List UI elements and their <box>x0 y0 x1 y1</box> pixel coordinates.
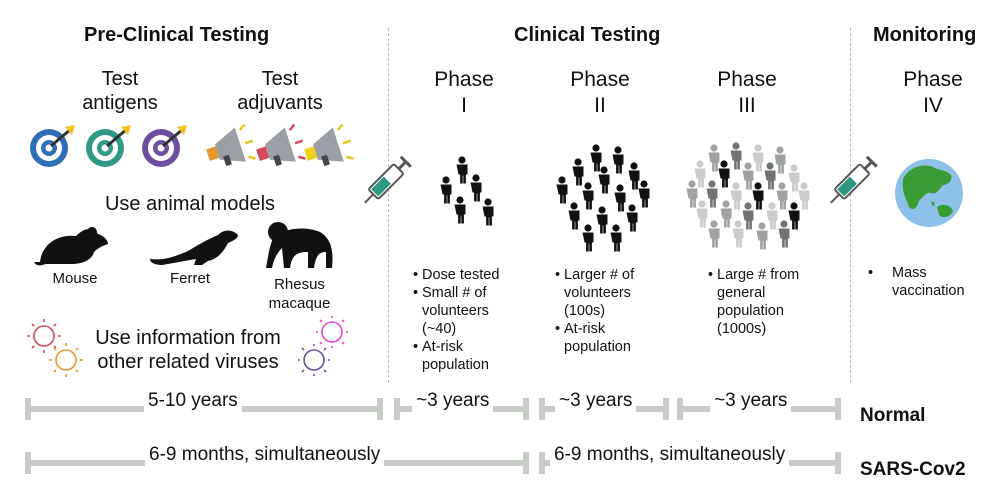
person-figure <box>556 176 568 204</box>
related-viruses-left-icon <box>27 319 83 377</box>
person-figure <box>742 202 754 230</box>
person-figure <box>482 198 494 226</box>
rhesus-macaque-label: Rhesus macaque <box>268 276 331 312</box>
person-figure <box>776 182 788 210</box>
normal-phase-3-duration: ~3 years <box>710 390 792 412</box>
related-viruses-label: Use information from other related viruse… <box>95 327 281 373</box>
person-figure <box>590 144 602 172</box>
phase-4-bullets: Mass vaccination <box>868 264 988 300</box>
phase-1-bullet: Dose tested <box>413 266 523 284</box>
person-figure <box>720 200 732 228</box>
person-figure <box>742 162 754 190</box>
phase-1-bullet: Small # of volunteers (~40) <box>413 284 523 338</box>
person-figure <box>752 144 764 172</box>
person-figure <box>456 156 468 184</box>
related-viruses-right-icon <box>298 316 348 376</box>
sars-preclinical-phase1-duration: 6-9 months, simultaneously <box>145 444 385 466</box>
globe-icon <box>895 159 963 227</box>
phase-4-bullet: Mass vaccination <box>868 264 988 300</box>
person-figure <box>718 160 730 188</box>
person-figure <box>568 202 580 230</box>
mouse-label: Mouse <box>52 270 98 287</box>
person-figure <box>732 220 744 248</box>
test-antigens-label: Test antigens <box>82 68 158 114</box>
person-figure <box>730 182 742 210</box>
phase-2-bullets: Larger # of volunteers (100s) At-risk po… <box>555 266 665 356</box>
person-figure <box>582 182 594 210</box>
person-figure <box>694 160 706 188</box>
person-figure <box>788 202 800 230</box>
sars-phase2-phase3-duration: 6-9 months, simultaneously <box>550 444 790 466</box>
syringe-icon-2 <box>830 155 878 204</box>
phase-2-bullet: Larger # of volunteers (100s) <box>555 266 665 320</box>
phase-3-bullets: Large # from general population (1000s) <box>708 266 818 338</box>
person-figure <box>626 204 638 232</box>
animal-models-label: Use animal models <box>104 193 276 215</box>
person-figure <box>470 174 482 202</box>
phase-3-bullet: Large # from general population (1000s) <box>708 266 818 338</box>
phase-3-label: Phase III <box>717 68 777 117</box>
phase-2-bullet: At-risk population <box>555 320 665 356</box>
person-figure <box>454 196 466 224</box>
person-figure <box>686 180 698 208</box>
sars-row-label: SARS-Cov2 <box>860 459 966 480</box>
test-adjuvants-label: Test adjuvants <box>237 68 323 114</box>
person-figure <box>598 166 610 194</box>
person-figure <box>628 162 640 190</box>
normal-row-label: Normal <box>860 405 926 426</box>
person-figure <box>756 222 768 250</box>
phase-3-people-icon <box>686 142 810 250</box>
phase-1-bullets: Dose tested Small # of volunteers (~40) … <box>413 266 523 374</box>
person-figure <box>706 180 718 208</box>
person-figure <box>730 142 742 170</box>
phase-1-label: Phase I <box>434 68 494 117</box>
ferret-icon <box>150 230 238 265</box>
person-figure <box>612 146 624 174</box>
mouse-icon <box>34 227 108 266</box>
syringe-icon <box>364 155 412 204</box>
phase-1-people-icon <box>440 156 494 226</box>
person-figure <box>764 162 776 190</box>
divider-preclinical-clinical <box>388 28 389 383</box>
person-figure <box>572 158 584 186</box>
phase-1-bullet: At-risk population <box>413 338 523 374</box>
normal-preclinical-duration: 5-10 years <box>144 390 242 412</box>
monitoring-title: Monitoring <box>873 24 977 46</box>
person-figure <box>596 206 608 234</box>
person-figure <box>708 144 720 172</box>
phase-4-label: Phase IV <box>903 68 963 117</box>
person-figure <box>610 224 622 252</box>
person-figure <box>798 182 810 210</box>
phase-2-people-icon <box>556 144 650 252</box>
normal-phase-2-duration: ~3 years <box>555 390 637 412</box>
person-figure <box>766 202 778 230</box>
person-figure <box>788 164 800 192</box>
adjuvant-megaphones-icon <box>206 123 354 167</box>
person-figure <box>708 220 720 248</box>
preclinical-title: Pre-Clinical Testing <box>84 24 270 46</box>
person-figure <box>696 200 708 228</box>
antigen-targets-icon <box>30 125 187 167</box>
ferret-label: Ferret <box>169 270 210 287</box>
divider-clinical-monitoring <box>850 28 851 383</box>
person-figure <box>614 184 626 212</box>
person-figure <box>582 224 594 252</box>
rhesus-macaque-icon <box>266 222 333 268</box>
person-figure <box>778 220 790 248</box>
person-figure <box>752 182 764 210</box>
normal-phase-1-duration: ~3 years <box>412 390 494 412</box>
person-figure <box>638 180 650 208</box>
person-figure <box>440 176 452 204</box>
phase-2-label: Phase II <box>570 68 630 117</box>
clinical-title: Clinical Testing <box>514 24 661 46</box>
person-figure <box>774 146 786 174</box>
